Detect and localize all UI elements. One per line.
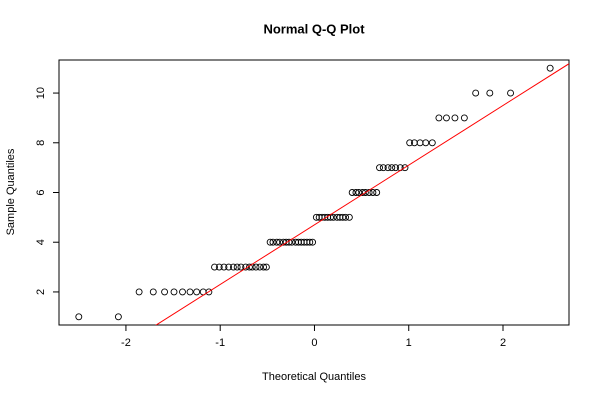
point xyxy=(215,263,223,271)
point xyxy=(233,263,241,271)
point xyxy=(342,213,350,221)
point xyxy=(306,238,314,246)
point xyxy=(329,213,337,221)
point xyxy=(242,263,250,271)
x-axis-label: Theoretical Quantiles xyxy=(262,371,366,383)
point xyxy=(135,288,143,296)
y-axis-label: Sample Quantiles xyxy=(5,148,17,235)
reference-line xyxy=(155,63,569,325)
point xyxy=(352,189,360,196)
point xyxy=(256,263,264,271)
y-tick-label: 2 xyxy=(35,289,47,295)
point xyxy=(355,189,363,196)
point xyxy=(266,238,274,246)
point xyxy=(225,263,233,271)
chart-title: Normal Q-Q Plot xyxy=(263,21,365,36)
point xyxy=(186,288,194,296)
x-tick-label: 0 xyxy=(311,337,317,349)
point xyxy=(546,64,554,72)
point xyxy=(161,288,169,296)
point xyxy=(273,238,281,246)
point xyxy=(435,114,443,122)
point xyxy=(361,189,369,196)
point xyxy=(285,238,293,246)
point xyxy=(229,263,237,271)
point xyxy=(388,164,396,172)
point xyxy=(422,139,430,147)
x-tick-label: 2 xyxy=(500,337,506,349)
x-tick-label: -2 xyxy=(121,337,131,349)
point xyxy=(179,288,186,296)
point xyxy=(211,263,218,271)
point xyxy=(220,263,228,271)
point xyxy=(260,263,268,271)
point xyxy=(416,139,424,147)
point xyxy=(252,263,260,271)
point xyxy=(451,114,459,122)
plot-box xyxy=(58,59,570,326)
y-tick-label: 4 xyxy=(35,239,47,245)
point xyxy=(237,263,245,271)
point xyxy=(193,288,201,296)
y-tick-label: 10 xyxy=(35,87,47,99)
point xyxy=(460,114,468,122)
point xyxy=(269,238,277,246)
point xyxy=(373,189,381,196)
point xyxy=(486,89,494,97)
point xyxy=(345,213,353,221)
y-tick-label: 8 xyxy=(35,140,47,146)
point xyxy=(369,189,377,196)
point xyxy=(75,313,83,321)
point xyxy=(428,139,436,147)
point xyxy=(507,89,515,97)
point xyxy=(276,238,284,246)
point xyxy=(401,164,409,172)
point xyxy=(379,164,387,172)
point xyxy=(170,288,178,296)
y-tick-label: 6 xyxy=(35,189,47,195)
point xyxy=(472,89,480,97)
point xyxy=(348,189,356,196)
point xyxy=(114,313,122,321)
point xyxy=(384,164,392,172)
x-tick-label: 1 xyxy=(406,337,412,349)
point xyxy=(262,263,270,271)
point xyxy=(406,139,414,147)
point xyxy=(376,164,383,172)
point xyxy=(339,213,347,221)
x-tick-label: -1 xyxy=(215,337,225,349)
point xyxy=(245,263,253,271)
point xyxy=(442,114,450,122)
point xyxy=(205,288,213,296)
point xyxy=(392,164,399,172)
point xyxy=(309,238,317,246)
point xyxy=(149,288,157,296)
